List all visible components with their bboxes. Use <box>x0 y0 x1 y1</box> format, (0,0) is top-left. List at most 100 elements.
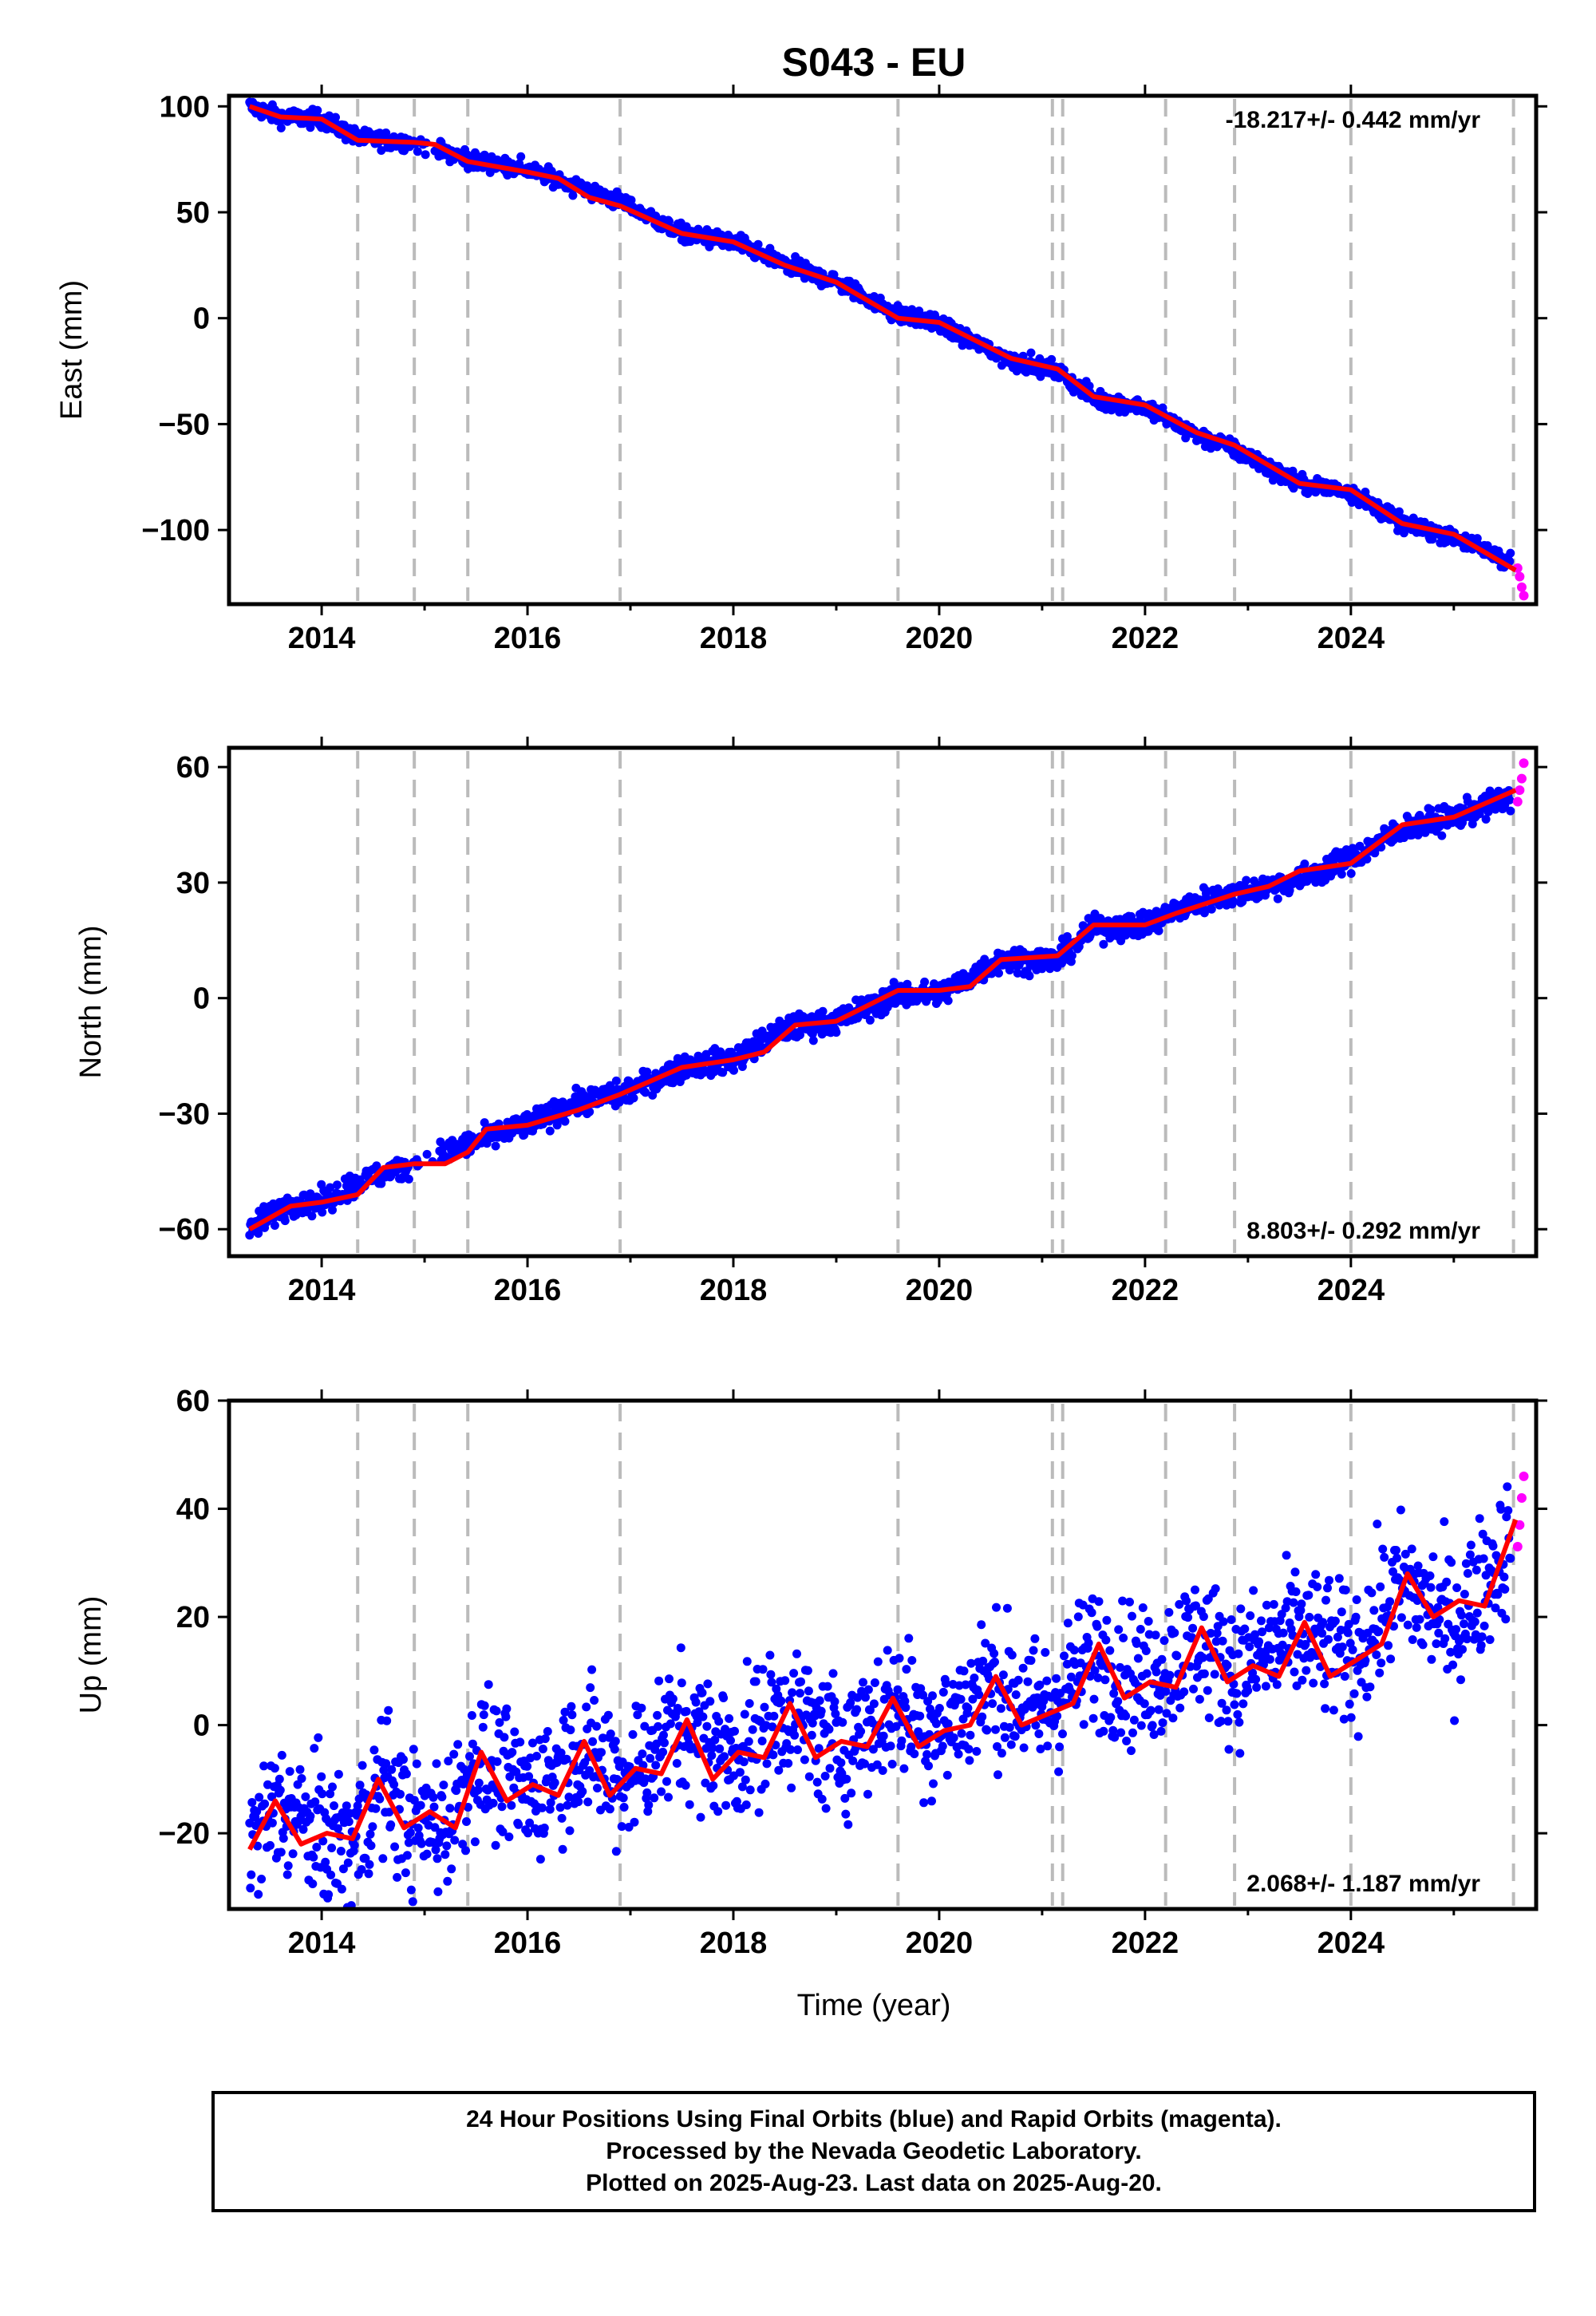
final-point <box>659 1730 668 1740</box>
final-point <box>869 1699 879 1709</box>
final-point <box>1407 1544 1416 1554</box>
final-point <box>651 1761 661 1770</box>
final-point <box>505 1772 515 1781</box>
final-point <box>413 147 422 156</box>
panel-east: 2014 2016 2018 2020 2022 2024−100−50050100Eas… <box>55 85 1547 655</box>
final-point <box>1400 1549 1410 1559</box>
final-point <box>968 1694 978 1704</box>
final-point <box>1136 1625 1145 1634</box>
final-point <box>1129 1715 1139 1725</box>
final-orbit-points <box>245 1482 1515 1909</box>
final-point <box>1053 1711 1062 1721</box>
final-point <box>742 1657 752 1666</box>
final-point <box>619 1803 629 1812</box>
final-point <box>719 1694 729 1702</box>
final-point <box>1448 1660 1458 1670</box>
final-point <box>720 1752 729 1761</box>
final-point <box>852 1705 862 1714</box>
final-point <box>603 1710 613 1720</box>
final-point <box>430 1823 440 1832</box>
final-point <box>1426 805 1436 815</box>
final-point <box>1191 1585 1199 1595</box>
final-point <box>1261 1682 1270 1691</box>
final-point <box>405 1828 415 1837</box>
final-point <box>1055 1742 1065 1752</box>
final-point <box>812 1777 822 1787</box>
x-tick-label: 2016 <box>494 622 562 655</box>
final-point <box>1223 1717 1233 1726</box>
final-point <box>924 1761 933 1771</box>
final-point <box>1119 1633 1128 1642</box>
final-point <box>685 1800 694 1809</box>
final-point <box>574 1797 583 1807</box>
final-point <box>597 1748 606 1757</box>
final-point <box>823 1682 832 1691</box>
final-point <box>1499 1572 1509 1582</box>
final-point <box>780 1676 790 1686</box>
final-point <box>786 1745 796 1754</box>
final-point <box>1457 1611 1466 1620</box>
x-tick-label: 2014 <box>288 1927 356 1960</box>
final-point <box>1149 1730 1159 1739</box>
final-point <box>1472 1565 1481 1575</box>
y-tick-label: 100 <box>160 90 210 124</box>
final-point <box>1466 1540 1476 1550</box>
final-point <box>1229 897 1238 907</box>
final-point <box>1304 1591 1314 1600</box>
final-point <box>1365 1682 1375 1692</box>
final-point <box>611 1847 621 1856</box>
final-point <box>1116 1662 1125 1672</box>
final-point <box>1170 1628 1179 1638</box>
final-point <box>433 1887 443 1896</box>
final-point <box>828 1669 838 1678</box>
final-point <box>872 1760 882 1769</box>
final-point <box>1298 1675 1307 1685</box>
final-point <box>389 1780 399 1789</box>
final-point <box>630 1817 639 1827</box>
final-point <box>993 1742 1001 1751</box>
final-point <box>396 1789 405 1799</box>
final-point <box>966 1658 976 1668</box>
final-point <box>658 1747 668 1757</box>
final-point <box>638 1749 647 1759</box>
final-point <box>1351 1612 1361 1622</box>
final-point <box>927 1796 936 1806</box>
final-point <box>974 1690 984 1699</box>
final-point <box>1144 1617 1153 1626</box>
final-point <box>1078 1600 1088 1610</box>
final-point <box>1105 1646 1115 1655</box>
final-point <box>1206 1629 1215 1638</box>
final-point <box>1318 1618 1328 1627</box>
final-point <box>825 1764 835 1773</box>
final-point <box>524 1772 534 1781</box>
final-point <box>617 1822 626 1832</box>
final-point <box>357 1865 366 1874</box>
final-point <box>840 1793 850 1803</box>
final-point <box>1272 1680 1282 1690</box>
final-point <box>334 1769 343 1779</box>
final-point <box>863 1685 873 1694</box>
final-point <box>1427 1654 1436 1664</box>
final-point <box>1094 1597 1104 1607</box>
chart-title: S043 - EU <box>782 40 966 85</box>
final-point <box>334 1824 342 1833</box>
final-point <box>318 1836 328 1846</box>
final-point <box>1472 1608 1482 1618</box>
final-point <box>640 1721 650 1731</box>
y-axis-label: Up (mm) <box>74 1596 108 1714</box>
final-point <box>326 1870 336 1879</box>
final-point <box>1043 1741 1053 1751</box>
final-point <box>443 1876 452 1886</box>
velocity-label: 2.068+/- 1.187 mm/yr <box>1246 1871 1480 1897</box>
final-point <box>439 1780 448 1790</box>
final-point <box>369 1745 379 1755</box>
final-point <box>350 1840 359 1850</box>
final-point <box>585 1766 595 1775</box>
y-tick-label: −50 <box>159 408 210 441</box>
final-point <box>817 1794 827 1804</box>
final-point <box>654 1676 664 1686</box>
final-point <box>633 1710 642 1720</box>
final-point <box>768 1750 778 1760</box>
final-point <box>1413 1561 1423 1571</box>
final-point <box>1026 1656 1036 1666</box>
